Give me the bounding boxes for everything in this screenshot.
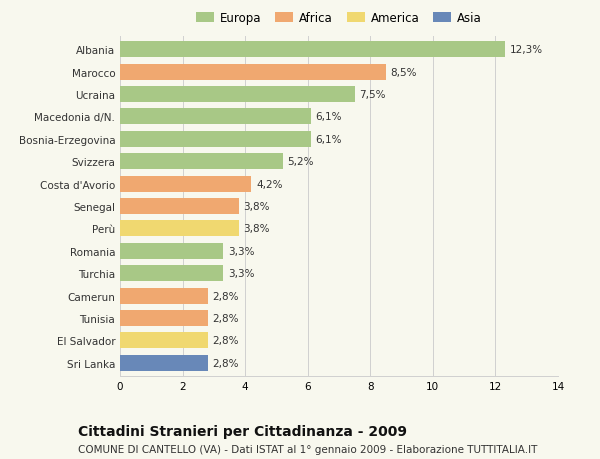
Text: 2,8%: 2,8%	[212, 336, 239, 346]
Text: 8,5%: 8,5%	[391, 67, 417, 78]
Bar	[120, 42, 505, 58]
Text: 3,8%: 3,8%	[244, 224, 270, 234]
Bar	[120, 310, 208, 326]
Text: 7,5%: 7,5%	[359, 90, 386, 100]
Bar	[120, 154, 283, 170]
Text: 2,8%: 2,8%	[212, 313, 239, 323]
Bar	[120, 288, 208, 304]
Bar	[120, 131, 311, 147]
Text: COMUNE DI CANTELLO (VA) - Dati ISTAT al 1° gennaio 2009 - Elaborazione TUTTITALI: COMUNE DI CANTELLO (VA) - Dati ISTAT al …	[78, 444, 538, 454]
Bar	[120, 87, 355, 103]
Text: 3,3%: 3,3%	[228, 246, 254, 256]
Bar	[120, 355, 208, 371]
Bar	[120, 64, 386, 80]
Bar	[120, 266, 223, 282]
Legend: Europa, Africa, America, Asia: Europa, Africa, America, Asia	[194, 10, 484, 28]
Text: 4,2%: 4,2%	[256, 179, 283, 189]
Bar	[120, 198, 239, 215]
Bar	[120, 333, 208, 349]
Text: 6,1%: 6,1%	[316, 112, 342, 122]
Text: 2,8%: 2,8%	[212, 358, 239, 368]
Bar	[120, 176, 251, 192]
Bar	[120, 243, 223, 259]
Text: 3,3%: 3,3%	[228, 269, 254, 279]
Text: 2,8%: 2,8%	[212, 291, 239, 301]
Text: 5,2%: 5,2%	[287, 157, 314, 167]
Text: 3,8%: 3,8%	[244, 202, 270, 212]
Bar	[120, 109, 311, 125]
Bar	[120, 221, 239, 237]
Text: 6,1%: 6,1%	[316, 134, 342, 145]
Text: Cittadini Stranieri per Cittadinanza - 2009: Cittadini Stranieri per Cittadinanza - 2…	[78, 425, 407, 438]
Text: 12,3%: 12,3%	[509, 45, 542, 55]
